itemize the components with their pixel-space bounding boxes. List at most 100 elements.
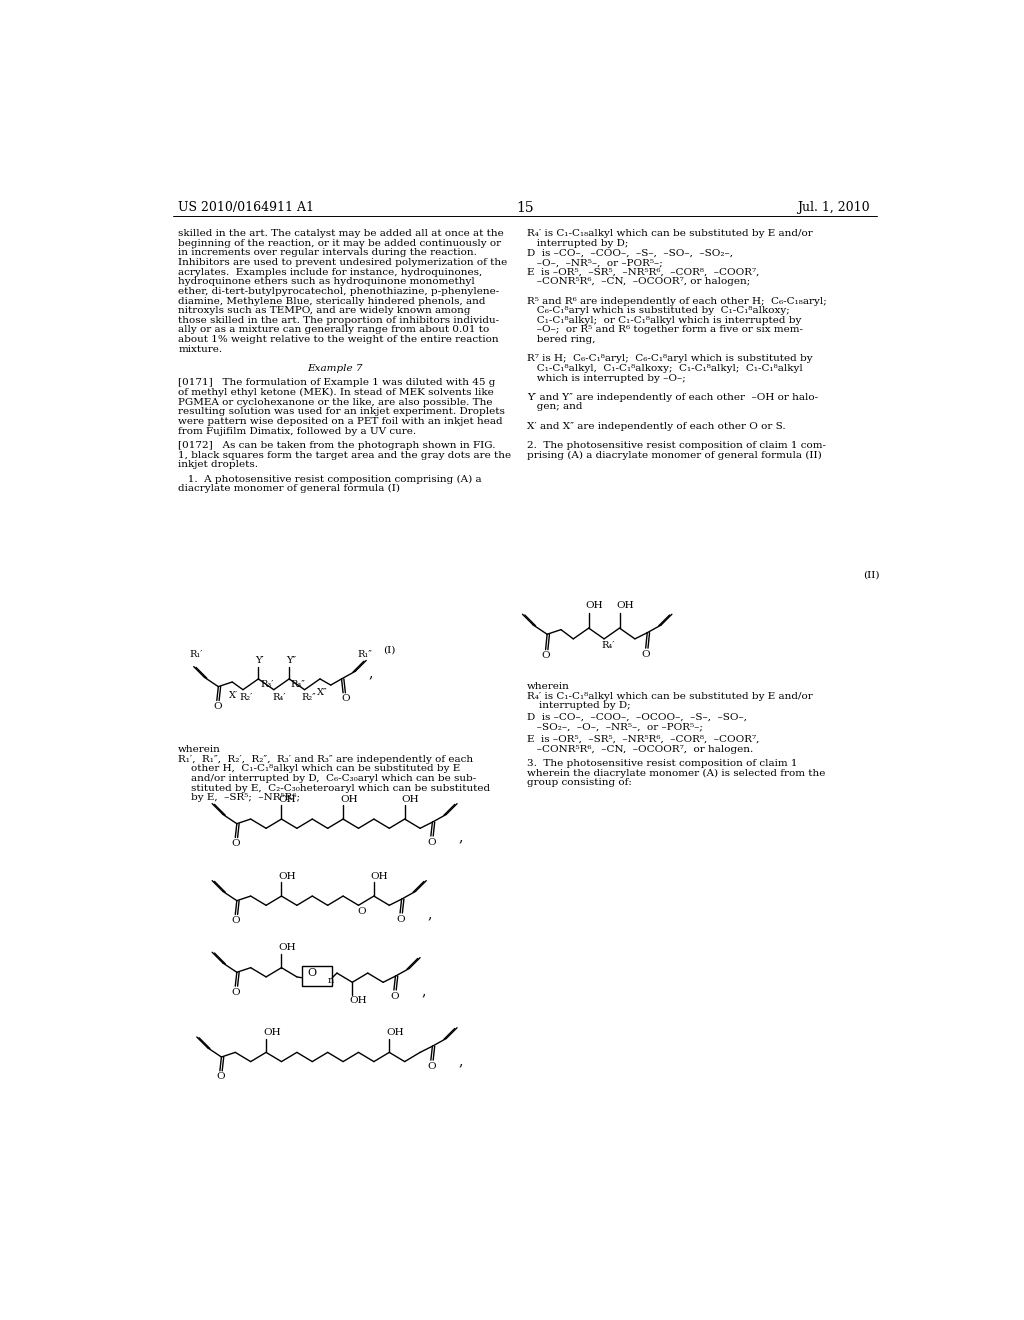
Text: OH: OH [263, 1028, 281, 1038]
Text: O: O [231, 987, 240, 997]
Text: [0171]   The formulation of Example 1 was diluted with 45 g: [0171] The formulation of Example 1 was … [178, 379, 496, 388]
Text: E  is –OR⁵,  –SR⁵,  –NR⁵R⁶,  –COR⁸,  –COOR⁷,: E is –OR⁵, –SR⁵, –NR⁵R⁶, –COR⁸, –COOR⁷, [527, 735, 760, 744]
Text: PGMEA or cyclohexanone or the like, are also possible. The: PGMEA or cyclohexanone or the like, are … [178, 397, 493, 407]
Text: –SO₂–,  –O–,  –NR⁵–,  or –POR⁵–;: –SO₂–, –O–, –NR⁵–, or –POR⁵–; [527, 722, 703, 731]
Text: by E,  –SR⁵;  –NR⁵R⁶;: by E, –SR⁵; –NR⁵R⁶; [190, 793, 300, 803]
Text: those skilled in the art. The proportion of inhibitors individu-: those skilled in the art. The proportion… [178, 315, 500, 325]
Text: O: O [231, 916, 240, 925]
Text: E  is –OR⁵,  –SR⁵,  –NR⁵R⁶,  –COR⁸,  –COOR⁷,: E is –OR⁵, –SR⁵, –NR⁵R⁶, –COR⁸, –COOR⁷, [527, 268, 760, 277]
Text: (I): (I) [383, 645, 395, 653]
Text: O: O [396, 915, 404, 924]
Text: O: O [213, 702, 221, 711]
Text: Jul. 1, 2010: Jul. 1, 2010 [797, 201, 869, 214]
Text: stituted by E,  C₂-C₃₀heteroaryl which can be substituted: stituted by E, C₂-C₃₀heteroaryl which ca… [190, 784, 489, 792]
Text: Y′: Y′ [255, 656, 264, 665]
Text: 1.  A photosensitive resist composition comprising (A) a: 1. A photosensitive resist composition c… [178, 475, 482, 484]
Text: O: O [427, 837, 435, 846]
Text: [0172]   As can be taken from the photograph shown in FIG.: [0172] As can be taken from the photogra… [178, 441, 496, 450]
Text: other H,  C₁-C₁⁸alkyl which can be substituted by E: other H, C₁-C₁⁸alkyl which can be substi… [190, 764, 460, 774]
Text: ether, di-tert-butylpyrocatechol, phenothiazine, p-phenylene-: ether, di-tert-butylpyrocatechol, phenot… [178, 286, 500, 296]
Text: of methyl ethyl ketone (MEK). In stead of MEK solvents like: of methyl ethyl ketone (MEK). In stead o… [178, 388, 494, 397]
Text: R₃′: R₃′ [260, 681, 273, 689]
Text: OH: OH [340, 795, 357, 804]
Text: X′ and X″ are independently of each other O or S.: X′ and X″ are independently of each othe… [527, 422, 785, 430]
Text: and/or interrupted by D,  C₆-C₃₀aryl which can be sub-: and/or interrupted by D, C₆-C₃₀aryl whic… [190, 774, 476, 783]
Text: R₁′,  R₁″,  R₂′,  R₂″,  R₃′ and R₃″ are independently of each: R₁′, R₁″, R₂′, R₂″, R₃′ and R₃″ are inde… [178, 755, 473, 764]
Text: ,: , [459, 1053, 463, 1068]
Text: ally or as a mixture can generally range from about 0.01 to: ally or as a mixture can generally range… [178, 326, 489, 334]
Text: OH: OH [386, 1028, 403, 1038]
Text: OH: OH [371, 871, 388, 880]
Text: (II): (II) [863, 570, 880, 579]
Text: O: O [307, 969, 316, 978]
Text: O: O [342, 694, 350, 704]
Text: n: n [328, 975, 334, 985]
Text: US 2010/0164911 A1: US 2010/0164911 A1 [178, 201, 314, 214]
FancyBboxPatch shape [301, 966, 333, 986]
Text: O: O [357, 907, 366, 916]
Text: O: O [216, 1072, 224, 1081]
Text: interrupted by D;: interrupted by D; [527, 239, 629, 248]
Text: inkjet droplets.: inkjet droplets. [178, 461, 258, 469]
Text: OH: OH [279, 795, 296, 804]
Text: R⁵ and R⁶ are independently of each other H;  C₆-C₁₈aryl;: R⁵ and R⁶ are independently of each othe… [527, 297, 826, 306]
Text: C₆-C₁⁸aryl which is substituted by  C₁-C₁⁸alkoxy;: C₆-C₁⁸aryl which is substituted by C₁-C₁… [527, 306, 790, 315]
Text: R₄′: R₄′ [601, 642, 614, 651]
Text: 2.  The photosensitive resist composition of claim 1 com-: 2. The photosensitive resist composition… [527, 441, 826, 450]
Text: prising (A) a diacrylate monomer of general formula (II): prising (A) a diacrylate monomer of gene… [527, 450, 822, 459]
Text: OH: OH [279, 944, 296, 952]
Text: –CONR⁵R⁶,  –CN,  –OCOOR⁷, or halogen;: –CONR⁵R⁶, –CN, –OCOOR⁷, or halogen; [527, 277, 751, 286]
Text: resulting solution was used for an inkjet experiment. Droplets: resulting solution was used for an inkje… [178, 408, 505, 416]
Text: wherein the diacrylate monomer (A) is selected from the: wherein the diacrylate monomer (A) is se… [527, 768, 825, 777]
Text: mixture.: mixture. [178, 345, 222, 354]
Text: O: O [231, 840, 240, 847]
Text: from Fujifilm Dimatix, followed by a UV cure.: from Fujifilm Dimatix, followed by a UV … [178, 426, 417, 436]
Text: skilled in the art. The catalyst may be added all at once at the: skilled in the art. The catalyst may be … [178, 230, 504, 238]
Text: X′: X′ [229, 692, 239, 700]
Text: OH: OH [279, 871, 296, 880]
Text: R₁′: R₁′ [189, 649, 203, 659]
Text: ,: , [369, 667, 373, 681]
Text: Inhibitors are used to prevent undesired polymerization of the: Inhibitors are used to prevent undesired… [178, 259, 508, 267]
Text: OH: OH [616, 602, 634, 610]
Text: about 1% weight relative to the weight of the entire reaction: about 1% weight relative to the weight o… [178, 335, 499, 345]
Text: C₁-C₁⁸alkyl,  C₁-C₁⁸alkoxy;  C₁-C₁⁸alkyl;  C₁-C₁⁸alkyl: C₁-C₁⁸alkyl, C₁-C₁⁸alkoxy; C₁-C₁⁸alkyl; … [527, 364, 803, 374]
Text: O: O [542, 651, 550, 660]
Text: 15: 15 [516, 201, 534, 215]
Text: O: O [642, 649, 650, 659]
Text: O: O [427, 1061, 435, 1071]
Text: beginning of the reaction, or it may be added continuously or: beginning of the reaction, or it may be … [178, 239, 502, 248]
Text: –CONR⁵R⁶,  –CN,  –OCOOR⁷,  or halogen.: –CONR⁵R⁶, –CN, –OCOOR⁷, or halogen. [527, 744, 754, 754]
Text: R⁷ is H;  C₆-C₁⁸aryl;  C₆-C₁⁸aryl which is substituted by: R⁷ is H; C₆-C₁⁸aryl; C₆-C₁⁸aryl which is… [527, 354, 813, 363]
Text: nitroxyls such as TEMPO, and are widely known among: nitroxyls such as TEMPO, and are widely … [178, 306, 471, 315]
Text: bered ring,: bered ring, [527, 335, 596, 345]
Text: ,: , [428, 907, 432, 921]
Text: R₄′ is C₁-C₁₈alkyl which can be substituted by E and/or: R₄′ is C₁-C₁₈alkyl which can be substitu… [527, 230, 813, 238]
Text: OH: OH [401, 795, 419, 804]
Text: –O–,  –NR⁵–,  or –POR⁵–;: –O–, –NR⁵–, or –POR⁵–; [527, 259, 663, 267]
Text: 3.  The photosensitive resist composition of claim 1: 3. The photosensitive resist composition… [527, 759, 798, 768]
Text: X″: X″ [316, 688, 328, 697]
Text: Y′ and Y″ are independently of each other  –OH or halo-: Y′ and Y″ are independently of each othe… [527, 393, 818, 401]
Text: were pattern wise deposited on a PET foil with an inkjet head: were pattern wise deposited on a PET foi… [178, 417, 503, 426]
Text: wherein: wherein [178, 744, 221, 754]
Text: hydroquinone ethers such as hydroquinone monomethyl: hydroquinone ethers such as hydroquinone… [178, 277, 475, 286]
Text: group consisting of:: group consisting of: [527, 779, 632, 787]
Text: Example 7: Example 7 [307, 364, 362, 374]
Text: acrylates.  Examples include for instance, hydroquinones,: acrylates. Examples include for instance… [178, 268, 482, 277]
Text: R₁″: R₁″ [357, 649, 372, 659]
Text: D  is –CO–,  –COO–,  –S–,  –SO–,  –SO₂–,: D is –CO–, –COO–, –S–, –SO–, –SO₂–, [527, 248, 733, 257]
Text: diamine, Methylene Blue, sterically hindered phenols, and: diamine, Methylene Blue, sterically hind… [178, 297, 485, 306]
Text: Y″: Y″ [286, 656, 296, 665]
Text: R₂′: R₂′ [240, 693, 253, 702]
Text: interrupted by D;: interrupted by D; [540, 701, 631, 710]
Text: O: O [390, 991, 398, 1001]
Text: –O–;  or R⁵ and R⁶ together form a five or six mem-: –O–; or R⁵ and R⁶ together form a five o… [527, 326, 803, 334]
Text: gen; and: gen; and [527, 403, 583, 412]
Text: diacrylate monomer of general formula (I): diacrylate monomer of general formula (I… [178, 484, 400, 494]
Text: OH: OH [586, 602, 603, 610]
Text: ,: , [459, 830, 463, 843]
Text: D  is –CO–,  –COO–,  –OCOO–,  –S–,  –SO–,: D is –CO–, –COO–, –OCOO–, –S–, –SO–, [527, 713, 748, 722]
Text: wherein: wherein [527, 682, 570, 690]
Text: in increments over regular intervals during the reaction.: in increments over regular intervals dur… [178, 248, 477, 257]
